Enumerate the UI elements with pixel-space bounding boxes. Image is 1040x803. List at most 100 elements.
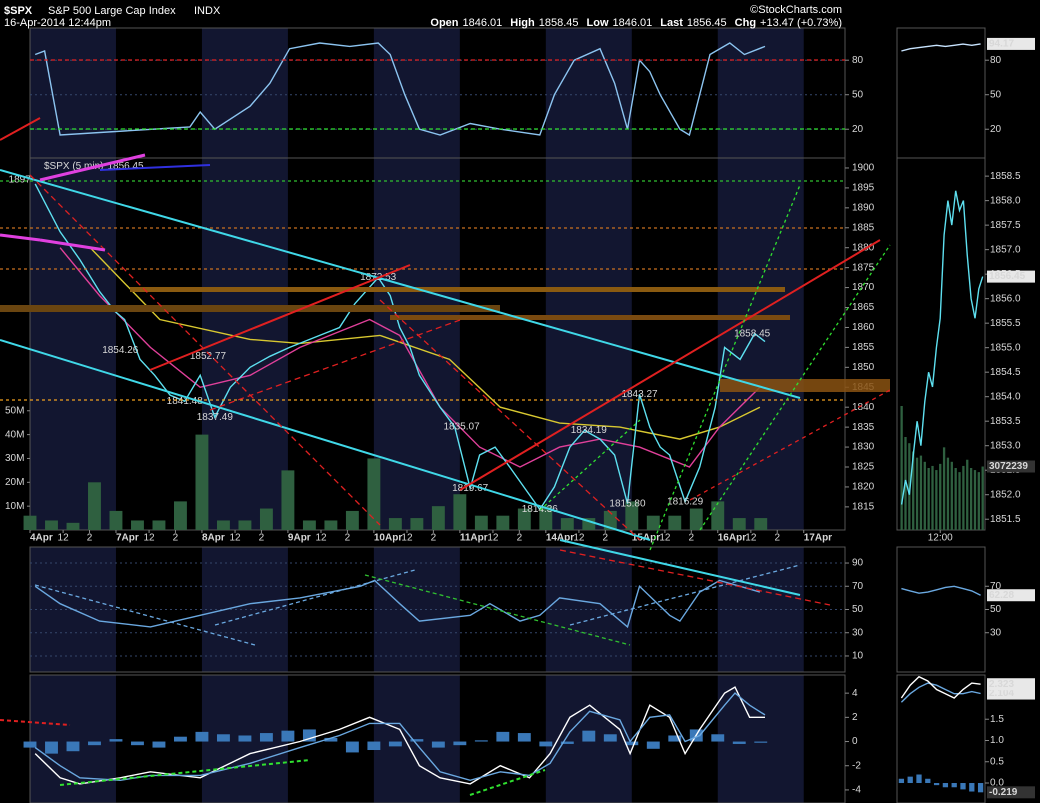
annotation: 1835.07: [443, 421, 480, 432]
session-shade: [373, 675, 460, 803]
bar: [539, 506, 553, 530]
bar: [603, 510, 617, 530]
quote-label: Low: [587, 17, 609, 29]
x-tick-label: 12: [573, 533, 585, 544]
header: $SPX S&P 500 Large Cap Index INDX 16-Apr…: [4, 4, 842, 29]
bar: [908, 443, 911, 530]
bar: [916, 774, 922, 784]
y-tick-label: 1855.5: [990, 318, 1021, 329]
bar: [923, 461, 926, 530]
series-line: [901, 585, 981, 596]
bar: [45, 741, 58, 754]
y-tick-label: 1854.0: [990, 391, 1021, 402]
trendline: [569, 564, 801, 626]
trendline: [559, 549, 831, 606]
y-tick-label: -2: [852, 760, 861, 771]
y-tick-label: 1851.5: [990, 514, 1021, 525]
bar: [88, 741, 101, 746]
trendline: [29, 174, 381, 526]
bar: [951, 783, 957, 788]
y-tick-label: 10: [852, 651, 864, 662]
quote-value: 1846.01: [463, 17, 503, 29]
annotation: 1858.45: [734, 328, 771, 339]
legend-name: $SPX (5 min): [44, 161, 103, 172]
y2-tick-label: 30M: [5, 453, 24, 464]
bar: [942, 783, 949, 788]
bar: [152, 520, 166, 530]
bar: [950, 461, 953, 530]
y-tick-label: 90: [852, 558, 864, 569]
quote-label: High: [510, 17, 535, 29]
y-tick-label: 1890: [852, 202, 875, 213]
x-tick-label: 12:00: [928, 533, 953, 544]
trendline: [34, 584, 256, 646]
bar: [927, 468, 930, 530]
bar: [281, 470, 295, 530]
bar: [900, 406, 903, 530]
y-tick-label: 1870: [852, 282, 875, 293]
last-value-label: 2.323: [989, 679, 1014, 690]
bar: [946, 457, 950, 530]
y-tick-label: 1875: [852, 262, 875, 273]
annotation: 1852.77: [190, 351, 227, 362]
x-tick-label: 10Apr: [374, 533, 402, 544]
y-tick-label: 30: [852, 627, 864, 638]
bar: [973, 470, 977, 530]
bar: [915, 457, 919, 530]
trendline: [559, 539, 801, 596]
bar: [324, 520, 338, 530]
bar: [689, 508, 703, 530]
bar: [367, 741, 381, 751]
series-line: [900, 675, 981, 699]
y-tick-label: 1853.5: [990, 416, 1021, 427]
quote-value: 1846.01: [613, 17, 653, 29]
y-tick-label: 20: [990, 124, 1002, 135]
y-tick-label: 1830: [852, 442, 875, 453]
y-tick-label: 0: [852, 736, 858, 747]
y-tick-label: 1825: [852, 462, 875, 473]
y-tick-label: 80: [852, 55, 864, 66]
trendline: [459, 239, 881, 491]
bar: [754, 741, 768, 743]
bar: [324, 737, 338, 742]
bar: [496, 515, 510, 530]
last-value-label: 3072239: [989, 461, 1028, 472]
bar: [131, 520, 144, 530]
y-tick-label: 1852.0: [990, 489, 1021, 500]
y-tick-label: 70: [852, 581, 864, 592]
bar: [195, 731, 209, 742]
x-tick-label: 2: [87, 533, 93, 544]
bar: [88, 482, 101, 530]
session-shade: [373, 28, 460, 158]
x-tick-label: 2: [345, 533, 351, 544]
last-value-label: 62.28: [989, 590, 1014, 601]
quote-value: +13.47 (+0.73%): [760, 17, 842, 29]
bar: [732, 741, 746, 744]
bar: [560, 518, 574, 530]
last-value-box: [987, 460, 1035, 473]
bar: [474, 740, 488, 742]
last-value-box: [987, 589, 1035, 602]
last-value-label: 94.17: [989, 39, 1014, 50]
bar: [131, 741, 144, 746]
bar: [942, 447, 946, 530]
bar: [732, 518, 746, 530]
bar: [582, 518, 596, 530]
x-tick-label: 12: [401, 533, 413, 544]
trendline: [0, 339, 651, 541]
y-tick-label: 1855.0: [990, 342, 1021, 353]
trendline: [0, 169, 801, 399]
bar: [960, 783, 966, 790]
bar: [345, 510, 359, 530]
last-value-box: [987, 786, 1035, 799]
y-tick-label: 1857.0: [990, 244, 1021, 255]
series-line: [901, 43, 981, 52]
bar: [539, 741, 553, 747]
bar: [431, 741, 445, 748]
quote-label: Last: [660, 17, 683, 29]
trendlines: [0, 59, 891, 796]
last-value-label: -0.219: [989, 787, 1018, 798]
annotation: 1834.19: [571, 425, 608, 436]
y-tick-label: 0.5: [990, 756, 1004, 767]
bar: [474, 515, 488, 530]
